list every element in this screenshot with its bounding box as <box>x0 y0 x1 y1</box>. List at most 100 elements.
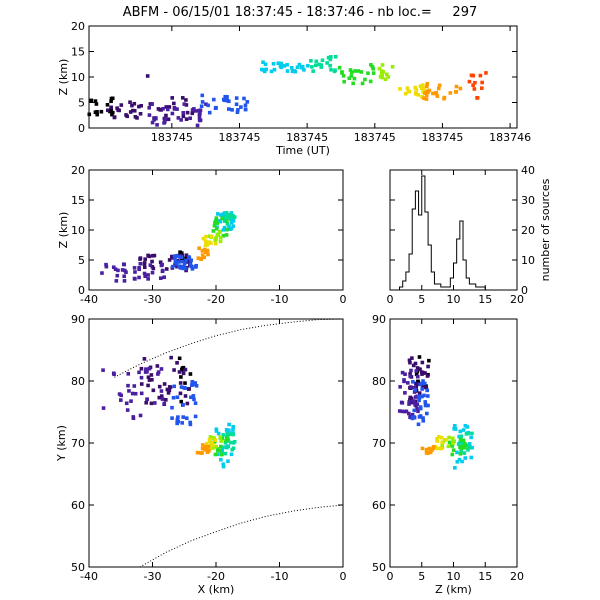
source-point <box>130 391 135 396</box>
y-tick-label: 20 <box>71 164 85 177</box>
source-point <box>176 116 181 120</box>
source-point <box>133 391 138 396</box>
source-point <box>87 112 92 117</box>
source-point <box>142 261 147 265</box>
source-point <box>437 435 441 439</box>
source-point <box>469 435 473 440</box>
panel-y-vs-altitude: 0 5 10 15 20 50 60 70 80 90 Z (km) <box>372 313 524 596</box>
source-point <box>460 446 465 450</box>
source-point <box>427 88 432 93</box>
source-point <box>313 63 318 68</box>
source-point <box>137 370 141 375</box>
source-point <box>221 228 226 232</box>
source-point <box>162 121 166 125</box>
source-point <box>413 91 418 96</box>
source-point <box>153 401 157 405</box>
source-point <box>383 77 388 82</box>
source-point <box>368 79 373 84</box>
source-point <box>363 77 367 82</box>
source-point <box>179 385 184 389</box>
source-point <box>93 110 98 115</box>
source-point <box>162 401 167 406</box>
source-point <box>285 62 289 67</box>
source-point <box>175 361 179 365</box>
source-point <box>184 98 188 102</box>
source-point <box>176 265 181 269</box>
source-point <box>179 399 184 404</box>
source-point <box>379 69 384 73</box>
source-point <box>164 398 168 402</box>
source-point <box>119 103 124 107</box>
source-point <box>221 433 226 437</box>
source-point <box>159 263 164 268</box>
source-point <box>454 84 459 89</box>
source-point <box>175 419 180 424</box>
source-point <box>329 67 333 72</box>
source-point <box>329 55 333 59</box>
source-point <box>411 380 415 384</box>
source-point <box>479 86 484 90</box>
source-point <box>414 385 418 389</box>
source-point <box>380 63 385 67</box>
source-point <box>94 102 99 106</box>
x-axis-label: Time (UT) <box>275 144 330 157</box>
source-point <box>114 279 119 283</box>
source-point <box>197 108 201 113</box>
source-point <box>218 235 223 240</box>
source-point <box>109 99 113 104</box>
source-point <box>117 392 122 396</box>
source-point <box>309 59 313 63</box>
source-point <box>415 402 420 407</box>
source-point <box>160 397 165 401</box>
source-point <box>180 421 184 425</box>
panel-altitude-vs-x: -40 -30 -20 -10 0 0 5 10 15 20 Z (km) <box>57 164 347 306</box>
source-point <box>146 277 150 281</box>
source-point <box>220 452 224 457</box>
source-point <box>451 436 455 441</box>
source-point <box>453 427 458 431</box>
source-point <box>224 213 229 217</box>
source-point <box>175 421 179 426</box>
source-point <box>405 86 410 90</box>
source-point <box>319 65 324 69</box>
source-point <box>217 448 222 453</box>
source-point <box>398 87 402 91</box>
source-point <box>371 67 375 71</box>
source-point <box>407 402 411 406</box>
source-point <box>181 111 186 115</box>
source-point <box>173 260 178 264</box>
source-point <box>201 236 206 241</box>
source-point <box>142 357 147 361</box>
source-point <box>93 99 98 103</box>
source-point <box>410 356 414 360</box>
source-point <box>411 415 416 420</box>
source-point <box>200 93 205 98</box>
source-point <box>124 401 129 406</box>
source-point <box>209 234 214 239</box>
source-point <box>159 394 164 398</box>
source-point <box>110 112 114 117</box>
source-point <box>271 61 276 66</box>
source-point <box>423 371 427 375</box>
source-point <box>183 266 188 271</box>
source-point <box>340 70 344 74</box>
source-point <box>180 259 185 264</box>
source-point <box>469 455 474 460</box>
source-point <box>386 75 391 79</box>
source-point <box>210 446 215 450</box>
source-point <box>155 123 159 127</box>
source-point <box>178 255 182 259</box>
source-point <box>413 388 418 392</box>
source-point <box>225 219 229 224</box>
source-point <box>172 368 176 372</box>
source-point <box>306 63 310 68</box>
source-point <box>182 261 187 266</box>
source-point <box>197 115 202 120</box>
source-point <box>412 408 417 413</box>
source-point <box>101 368 105 372</box>
source-point <box>200 443 205 447</box>
source-point <box>293 69 297 74</box>
source-point <box>409 385 413 389</box>
source-point <box>333 54 338 59</box>
source-point <box>123 268 127 273</box>
